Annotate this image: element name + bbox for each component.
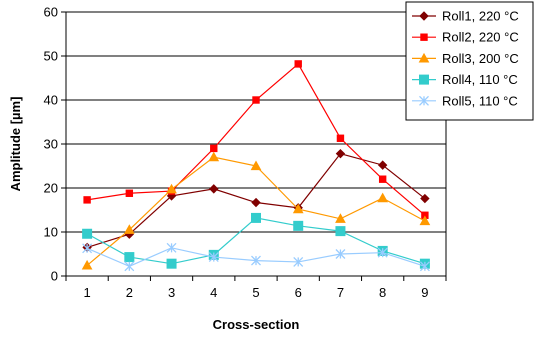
legend: Roll1, 220 °C Roll2, 220 °C Roll3, 200 °C R… (405, 1, 534, 121)
legend-marker (420, 33, 428, 41)
x-tick-label: 9 (421, 285, 428, 300)
legend-item: Roll2, 220 °C (412, 30, 519, 45)
data-point (378, 175, 387, 183)
data-point (210, 144, 218, 153)
data-point (419, 261, 430, 272)
data-point (250, 160, 262, 171)
axes (61, 11, 447, 281)
data-point (251, 197, 261, 208)
data-point (124, 252, 135, 263)
data-point (125, 189, 134, 197)
data-point (293, 220, 304, 231)
series-3 (81, 151, 431, 270)
x-tick-label: 1 (83, 285, 90, 300)
data-point (124, 261, 135, 272)
data-point (252, 96, 260, 104)
data-point (420, 193, 430, 204)
data-point (82, 243, 93, 254)
data-point (208, 252, 219, 263)
x-tick-label: 6 (295, 285, 302, 300)
legend-item: Roll1, 220 °C (412, 9, 519, 24)
legend-marker (418, 52, 430, 63)
data-point (166, 258, 177, 269)
data-point (209, 184, 219, 194)
x-tick-label: 3 (168, 285, 175, 300)
legend-label: Roll3, 200 °C (442, 51, 519, 66)
legend-label: Roll5, 110 °C (442, 93, 518, 108)
data-point (166, 242, 177, 253)
y-tick-label: 10 (44, 225, 58, 240)
series-2 (83, 60, 429, 219)
data-point (251, 212, 261, 223)
data-point (419, 215, 431, 226)
data-point (335, 148, 346, 159)
data-point (377, 192, 389, 203)
legend-marker (419, 95, 429, 106)
y-tick-label: 30 (44, 137, 58, 152)
legend-item: Roll4, 110 °C (412, 72, 518, 87)
legend-marker (419, 11, 429, 21)
legend-label: Roll2, 220 °C (442, 30, 519, 45)
y-tick-label: 20 (44, 181, 58, 196)
legend-item: Roll3, 200 °C (412, 51, 519, 66)
legend-label: Roll4, 110 °C (442, 72, 518, 87)
data-point (335, 249, 346, 259)
tick-labels: 0 10 20 30 40 50 60 1 2 3 4 5 6 7 8 9 (44, 5, 429, 301)
data-point (166, 183, 177, 194)
legend-label: Roll1, 220 °C (442, 9, 519, 24)
data-point (336, 134, 345, 142)
data-point (123, 224, 135, 234)
data-point (335, 213, 346, 223)
data-point (83, 196, 91, 204)
series-line (87, 62, 426, 216)
y-tick-label: 50 (44, 49, 58, 64)
y-tick-label: 40 (44, 93, 58, 108)
x-axis-title: Cross-section (213, 317, 300, 332)
data-point (377, 160, 388, 170)
legend-marker (419, 74, 429, 85)
x-tick-label: 5 (252, 285, 259, 300)
x-tick-label: 7 (337, 285, 344, 300)
data-point (294, 60, 302, 68)
data-point (251, 255, 261, 266)
x-tick-label: 4 (210, 285, 217, 300)
series-line (86, 156, 426, 266)
legend-item: Roll5, 110 °C (412, 93, 518, 108)
data-point (208, 151, 220, 162)
data-point (81, 259, 93, 270)
data-point (292, 203, 304, 214)
data-point (335, 226, 346, 237)
data-point (377, 247, 388, 258)
data-point (82, 228, 93, 239)
x-tick-label: 2 (126, 285, 133, 300)
y-axis-title: Amplitude [µm] (8, 97, 23, 192)
x-tick-label: 8 (379, 285, 386, 300)
y-tick-label: 60 (44, 5, 58, 20)
series-5 (82, 242, 430, 272)
y-tick-label: 0 (51, 269, 58, 284)
data-point (293, 256, 304, 267)
series-lines (81, 60, 431, 272)
